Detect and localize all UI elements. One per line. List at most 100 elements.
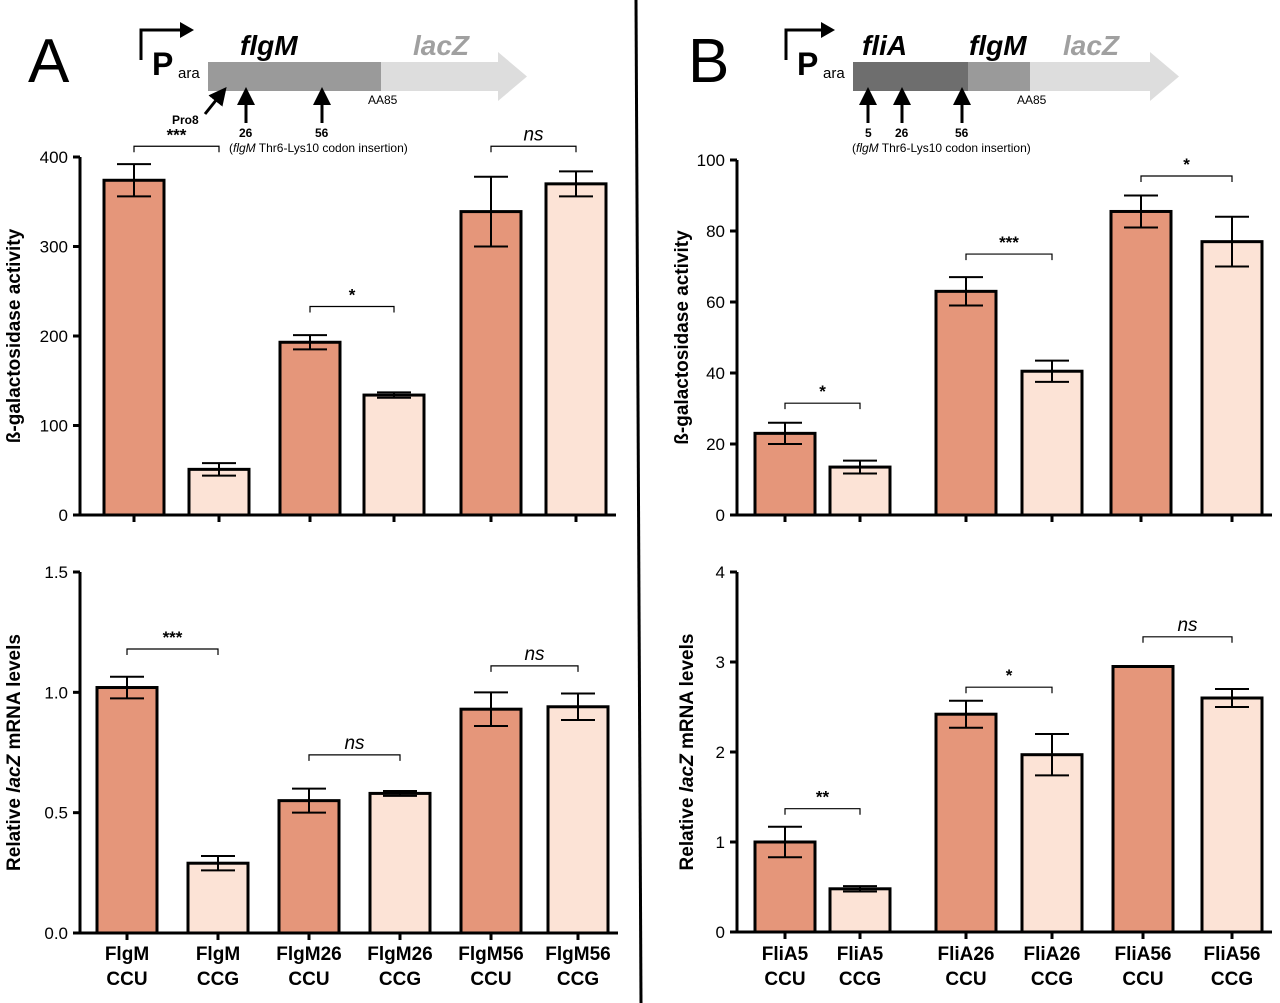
x-category-label: FlgM26 [276, 944, 341, 965]
x-category-label: FliA5 [762, 944, 809, 965]
y-axis-label: Relative lacZ mRNA levels [4, 634, 25, 871]
flia-gene-box [853, 62, 968, 91]
y-tick-label: 0 [59, 506, 68, 525]
significance-bracket [784, 808, 861, 815]
significance-label: ns [1177, 615, 1198, 636]
end-label-aa85: AA85 [368, 93, 398, 107]
y-tick-label: 300 [40, 238, 68, 257]
bar-ccg-1 [187, 467, 251, 517]
y-tick-label: 40 [706, 364, 725, 383]
bar-ccg-1 [186, 861, 250, 935]
bar-ccu-2 [934, 289, 998, 517]
bar-ccg-3 [1020, 369, 1084, 517]
x-category-codon-label: CCU [945, 969, 986, 990]
promoter-label: P [797, 46, 818, 82]
y-tick-label: 100 [697, 151, 725, 170]
y-tick-label: 3 [716, 653, 725, 672]
significance-label: * [1006, 666, 1013, 685]
significance-label: *** [163, 628, 183, 647]
x-category-codon-label: CCU [470, 969, 511, 990]
bar-ccu-4 [459, 210, 523, 517]
x-category-codon-label: CCU [764, 969, 805, 990]
x-category-label: FlgM26 [367, 944, 432, 965]
y-tick-label: 1.5 [44, 563, 68, 582]
x-category-codon-label: CCG [839, 969, 881, 990]
y-tick-label: 60 [706, 293, 725, 312]
x-category-label: FlgM [196, 944, 240, 965]
panel-a-letter: A [28, 27, 70, 96]
site-label-26: 26 [239, 126, 253, 140]
significance-bracket [308, 754, 401, 761]
panel-b-letter: B [688, 27, 729, 96]
significance-bracket [133, 145, 220, 153]
significance-label: *** [167, 125, 187, 144]
significance-bracket [784, 402, 861, 410]
x-category-codon-label: CCG [557, 969, 599, 990]
site-label-56: 56 [315, 126, 329, 140]
bar-ccu-2 [278, 340, 342, 517]
site-arrow-pro8 [203, 86, 227, 115]
x-axis-labels-a: FlgM CCU FlgM CCG FlgM26 CCU FlgM26 CCG FlgM56 CC… [105, 944, 611, 990]
y-tick-label: 4 [716, 563, 725, 582]
y-tick-label: 2 [716, 743, 725, 762]
y-tick-label: 1.0 [44, 683, 68, 702]
flgm-gene-box [968, 62, 1030, 91]
y-tick-label: 20 [706, 435, 725, 454]
bar-ccg-3 [368, 791, 432, 935]
significance-bracket [309, 305, 395, 313]
x-category-codon-label: CCU [288, 969, 329, 990]
promoter-label: P [152, 46, 173, 82]
significance-bracket [126, 648, 219, 656]
promoter-subscript: ara [823, 65, 845, 82]
y-axis-label: ß-galactosidase activity [4, 228, 25, 443]
site-label-56: 56 [955, 126, 969, 140]
site-label-pro8: Pro8 [172, 113, 199, 127]
promoter-arrow-icon [784, 28, 823, 60]
y-tick-label: 80 [706, 222, 725, 241]
bar-ccu-0 [753, 431, 817, 517]
x-category-label: FliA26 [1023, 944, 1080, 965]
bar-ccu-4 [1109, 209, 1173, 517]
x-category-label: FliA5 [837, 944, 884, 965]
significance-bracket [490, 665, 579, 672]
bar-ccg-5 [546, 705, 610, 935]
insertion-note: (flgM Thr6-Lys10 codon insertion) [852, 141, 1031, 155]
flgm-gene-label: flgM [240, 30, 298, 61]
bar-ccg-5 [544, 182, 608, 517]
bar-ccu-2 [934, 712, 998, 934]
bar-ccg-3 [1020, 753, 1084, 934]
x-category-label: FliA26 [937, 944, 994, 965]
bar-ccu-0 [102, 178, 166, 517]
bar-ccg-5 [1200, 240, 1264, 517]
end-label-aa85: AA85 [1017, 93, 1047, 107]
x-category-codon-label: CCU [106, 969, 147, 990]
x-category-codon-label: CCU [1122, 969, 1163, 990]
flgm-gene-box [208, 62, 381, 91]
lacz-gene-arrow [381, 52, 527, 101]
significance-bracket [490, 145, 577, 153]
x-category-codon-label: CCG [379, 969, 421, 990]
bar-ccu-2 [277, 799, 341, 935]
significance-label: ns [524, 644, 545, 665]
chart-a-bottom: 0.0 0.5 1.0 1.5 Relative lacZ mRNA levels ***… [4, 563, 618, 943]
significance-label: ns [523, 124, 544, 145]
significance-label: ns [344, 733, 365, 754]
lacz-gene-label: lacZ [1063, 30, 1120, 61]
bar-ccg-5 [1200, 696, 1264, 934]
y-tick-label: 0.5 [44, 804, 68, 823]
y-tick-label: 0.0 [44, 924, 68, 943]
significance-label: * [1183, 155, 1190, 174]
panel-a-construct: A P ara flgM lacZ AA85 Pro8 26 56 (flgM … [28, 22, 527, 155]
bar-ccu-4 [1111, 665, 1175, 934]
significance-bracket [1140, 175, 1233, 182]
panel-b-construct: B P ara fliA flgM lacZ AA85 5 26 56 (flg… [688, 22, 1179, 155]
y-tick-label: 100 [40, 417, 68, 436]
lacz-gene-arrow [1030, 52, 1179, 101]
flia-gene-label: fliA [862, 30, 907, 61]
significance-label: * [819, 382, 826, 401]
lacz-gene-label: lacZ [413, 30, 470, 61]
x-category-codon-label: CCG [1211, 969, 1253, 990]
